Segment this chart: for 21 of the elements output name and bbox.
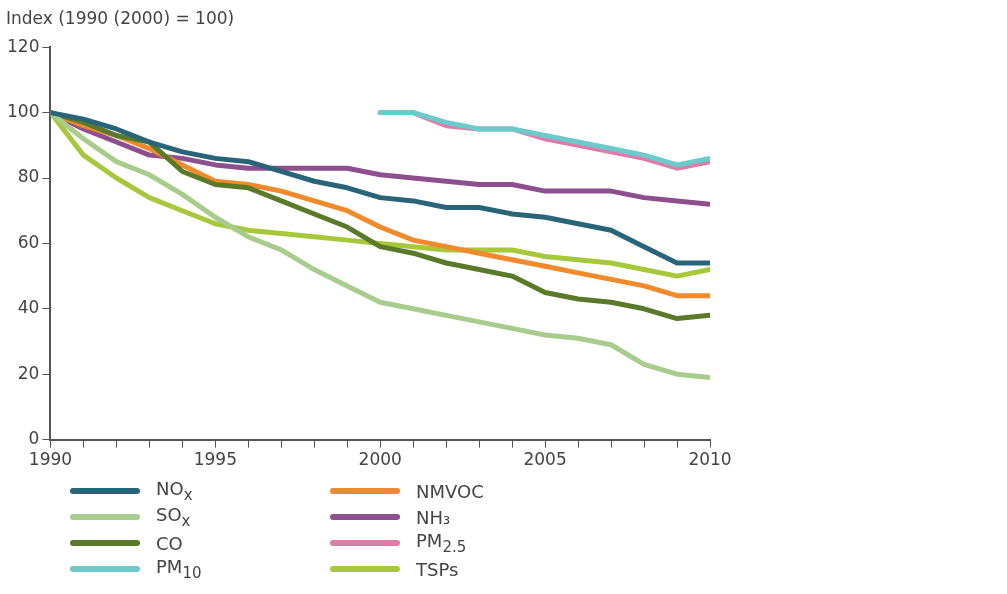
legend-label: TSPs [416, 558, 459, 580]
legend-label: NH₃ [416, 506, 451, 528]
legend-label: NO$_{x}$ [156, 478, 193, 504]
legend-label: SO$_{x}$ [156, 504, 191, 530]
x-tick-label: 2005 [523, 449, 567, 470]
y-tick-label: 100 [6, 101, 40, 122]
x-tick-label: 1995 [193, 449, 237, 470]
legend-label: PM$_{10}$ [156, 556, 202, 582]
y-tick-label: 80 [17, 166, 40, 187]
legend-label: CO [156, 532, 183, 554]
y-tick-label: 0 [28, 428, 40, 449]
legend-label: PM$_{2.5}$ [416, 530, 467, 556]
x-tick-label: 2000 [358, 449, 402, 470]
x-tick-label: 2010 [688, 449, 732, 470]
legend-label: NMVOC [416, 480, 484, 502]
y-axis-title: Index (1990 (2000) = 100) [6, 8, 235, 28]
y-tick-label: 60 [17, 231, 40, 252]
x-tick-label: 1990 [28, 449, 73, 470]
y-tick-label: 120 [6, 35, 40, 56]
y-tick-label: 40 [17, 297, 40, 318]
y-tick-label: 20 [17, 362, 40, 383]
